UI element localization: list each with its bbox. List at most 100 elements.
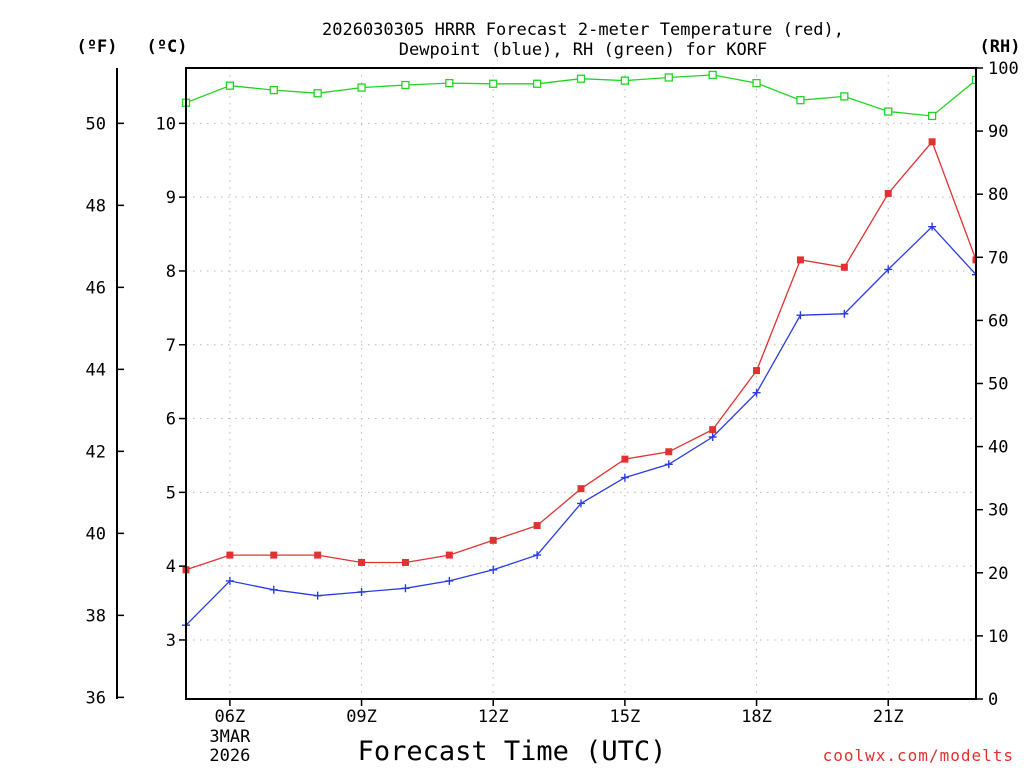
rh-tick-label: 60 xyxy=(988,311,1008,331)
rh-tick-label: 90 xyxy=(988,122,1008,142)
dewpoint-point xyxy=(928,222,937,231)
rh-point xyxy=(664,73,673,82)
temperature-point xyxy=(270,551,278,559)
fahrenheit-tick-label: 40 xyxy=(86,524,106,544)
temperature-point xyxy=(884,189,892,197)
data-series xyxy=(181,70,976,630)
series-dewpoint xyxy=(182,222,976,630)
temperature-point xyxy=(709,426,717,434)
rh-tick-label: 20 xyxy=(988,564,1008,584)
celsius-tick-label: 5 xyxy=(166,483,176,503)
celsius-tick-label: 6 xyxy=(166,410,176,430)
dewpoint-point xyxy=(269,585,278,594)
rh-tick-label: 70 xyxy=(988,248,1008,268)
rh-point xyxy=(357,83,366,92)
rh-point xyxy=(796,96,805,105)
x-date-label: 3MAR xyxy=(209,727,251,747)
rh-point xyxy=(708,70,717,80)
rh-point xyxy=(620,76,630,85)
celsius-tick-label: 3 xyxy=(166,631,176,651)
temperature-point xyxy=(665,448,673,456)
fahrenheit-tick-label: 36 xyxy=(86,688,106,708)
dewpoint-point xyxy=(225,576,234,585)
rh-point xyxy=(752,78,761,88)
rh-tick-label: 10 xyxy=(988,627,1008,647)
rh-tick-label: 0 xyxy=(988,690,998,710)
series-temperature xyxy=(182,138,976,574)
x-tick-label: 06Z xyxy=(215,707,246,727)
x-tick-label: 09Z xyxy=(346,707,377,727)
dewpoint-point xyxy=(840,309,849,318)
temperature-point xyxy=(621,455,629,463)
fahrenheit-tick-label: 44 xyxy=(86,360,106,380)
rh-point xyxy=(269,85,278,95)
rh-point xyxy=(401,80,410,90)
rh-tick-label: 50 xyxy=(988,375,1008,395)
dewpoint-point xyxy=(445,576,454,585)
rh-tick-label: 30 xyxy=(988,501,1008,521)
temperature-point xyxy=(796,256,804,264)
x-year-label: 2026 xyxy=(209,746,250,766)
temperature-point xyxy=(972,256,976,264)
rh-point xyxy=(927,111,937,121)
rh-tick-label: 80 xyxy=(988,185,1008,205)
temperature-point xyxy=(489,536,497,544)
dewpoint-point xyxy=(533,551,542,560)
celsius-tick-label: 8 xyxy=(166,262,176,282)
rh-tick-label: 40 xyxy=(988,438,1008,458)
dewpoint-point xyxy=(577,499,585,508)
dewpoint-line xyxy=(185,225,976,626)
fahrenheit-tick-label: 42 xyxy=(86,442,106,462)
temperature-point xyxy=(226,551,234,559)
rh-point xyxy=(840,92,849,101)
rh-point xyxy=(313,89,322,98)
rh-point xyxy=(225,81,235,90)
series-rh xyxy=(181,70,976,121)
dewpoint-point xyxy=(620,473,629,482)
fahrenheit-tick-label: 38 xyxy=(86,606,106,626)
gridlines xyxy=(186,68,976,699)
x-tick-label: 21Z xyxy=(873,707,904,727)
dewpoint-point xyxy=(972,270,976,279)
dewpoint-point xyxy=(489,565,498,574)
x-axis-label: Forecast Time (UTC) xyxy=(358,736,667,767)
dewpoint-point xyxy=(884,265,893,274)
dewpoint-point xyxy=(796,311,805,320)
dewpoint-point xyxy=(708,433,717,442)
celsius-tick-label: 10 xyxy=(156,114,176,134)
temperature-point xyxy=(401,558,409,566)
temperature-point xyxy=(577,485,585,493)
rh-unit-label: (RH) xyxy=(980,37,1021,57)
celsius-unit-label: (ºC) xyxy=(147,37,188,57)
axes: 3 4 5 6 7 8 9 10 36 38 40 42 44 46 48 50 0 10 20 30 40 50 60 70… xyxy=(86,59,1019,766)
x-tick-label: 12Z xyxy=(478,707,509,727)
dewpoint-point xyxy=(664,460,673,469)
rh-point xyxy=(971,75,976,85)
celsius-tick-label: 7 xyxy=(166,336,176,356)
rh-point xyxy=(532,79,542,88)
dewpoint-point xyxy=(357,587,366,596)
x-tick-label: 18Z xyxy=(741,707,772,727)
fahrenheit-tick-label: 48 xyxy=(86,196,106,216)
temperature-point xyxy=(314,551,322,559)
temperature-point xyxy=(358,558,366,566)
dewpoint-point xyxy=(313,591,322,600)
chart-title-line1: 2026030305 HRRR Forecast 2-meter Tempera… xyxy=(322,20,844,40)
rh-point xyxy=(884,107,893,116)
fahrenheit-tick-label: 46 xyxy=(86,278,106,298)
rh-point xyxy=(576,74,586,83)
rh-tick-label: 100 xyxy=(988,59,1019,79)
chart-title-line2: Dewpoint (blue), RH (green) for KORF xyxy=(399,40,767,60)
credit-text: coolwx.com/modelts xyxy=(823,746,1014,765)
celsius-tick-label: 9 xyxy=(166,188,176,208)
fahrenheit-unit-label: (ºF) xyxy=(77,37,118,57)
plot-frame xyxy=(185,67,977,700)
x-tick-label: 15Z xyxy=(610,707,641,727)
temperature-point xyxy=(840,263,848,271)
dewpoint-point xyxy=(752,388,761,397)
rh-point xyxy=(489,79,498,88)
rh-point xyxy=(445,78,454,88)
temperature-point xyxy=(928,138,936,146)
temperature-point xyxy=(753,367,761,375)
